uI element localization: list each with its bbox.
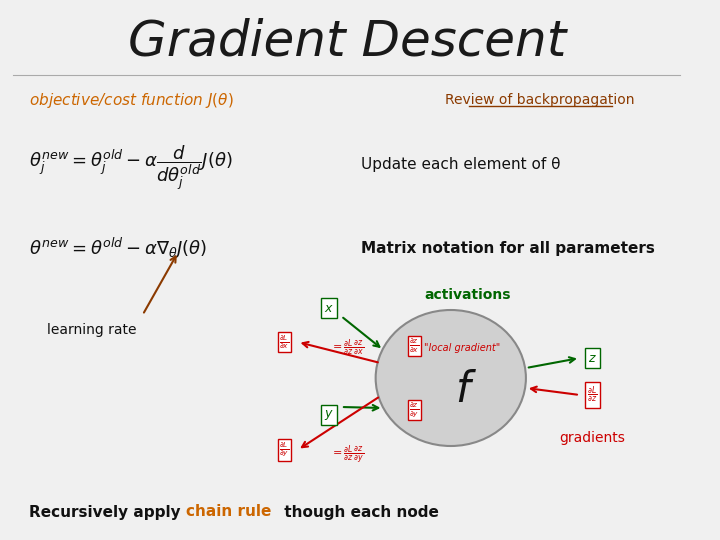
Ellipse shape: [376, 310, 526, 446]
Text: though each node: though each node: [279, 504, 439, 519]
Text: gradients: gradients: [559, 431, 625, 445]
Text: activations: activations: [425, 288, 511, 302]
Text: $x$: $x$: [325, 301, 334, 314]
Text: Gradient Descent: Gradient Descent: [127, 18, 566, 66]
Text: $y$: $y$: [325, 408, 334, 422]
Text: $= \frac{\partial L}{\partial z}\frac{\partial z}{\partial x}$: $= \frac{\partial L}{\partial z}\frac{\p…: [330, 338, 364, 359]
Text: $\theta_j^{new} = \theta_j^{old} - \alpha \dfrac{d}{d\theta_j^{old}}J(\theta)$: $\theta_j^{new} = \theta_j^{old} - \alph…: [29, 144, 233, 192]
Text: $z$: $z$: [588, 352, 597, 365]
Text: Matrix notation for all parameters: Matrix notation for all parameters: [361, 240, 655, 255]
Text: f: f: [455, 369, 469, 411]
Text: $\frac{\partial L}{\partial y}$: $\frac{\partial L}{\partial y}$: [279, 441, 289, 459]
Text: $= \frac{\partial L}{\partial z}\frac{\partial z}{\partial y}$: $= \frac{\partial L}{\partial z}\frac{\p…: [330, 443, 364, 467]
Text: Recursively apply: Recursively apply: [29, 504, 186, 519]
Text: learning rate: learning rate: [47, 323, 136, 337]
Text: chain rule: chain rule: [186, 504, 271, 519]
Text: Review of backpropagation: Review of backpropagation: [445, 93, 634, 107]
Text: $\frac{\partial z}{\partial y}$: $\frac{\partial z}{\partial y}$: [409, 401, 419, 419]
Text: $\frac{\partial L}{\partial z}$: $\frac{\partial L}{\partial z}$: [588, 384, 598, 406]
Text: objective/cost function $J(\theta)$: objective/cost function $J(\theta)$: [29, 91, 234, 110]
Text: "local gradient": "local gradient": [424, 343, 500, 353]
Text: $\theta^{new} = \theta^{old} - \alpha\nabla_\theta J(\theta)$: $\theta^{new} = \theta^{old} - \alpha\na…: [29, 235, 207, 261]
Text: Update each element of θ: Update each element of θ: [361, 158, 561, 172]
Text: $\frac{\partial L}{\partial x}$: $\frac{\partial L}{\partial x}$: [279, 333, 289, 351]
Text: $\frac{\partial z}{\partial x}$: $\frac{\partial z}{\partial x}$: [409, 338, 419, 355]
